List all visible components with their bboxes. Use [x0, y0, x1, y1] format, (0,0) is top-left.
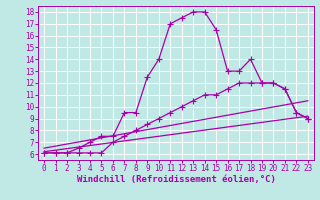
X-axis label: Windchill (Refroidissement éolien,°C): Windchill (Refroidissement éolien,°C)	[76, 175, 276, 184]
